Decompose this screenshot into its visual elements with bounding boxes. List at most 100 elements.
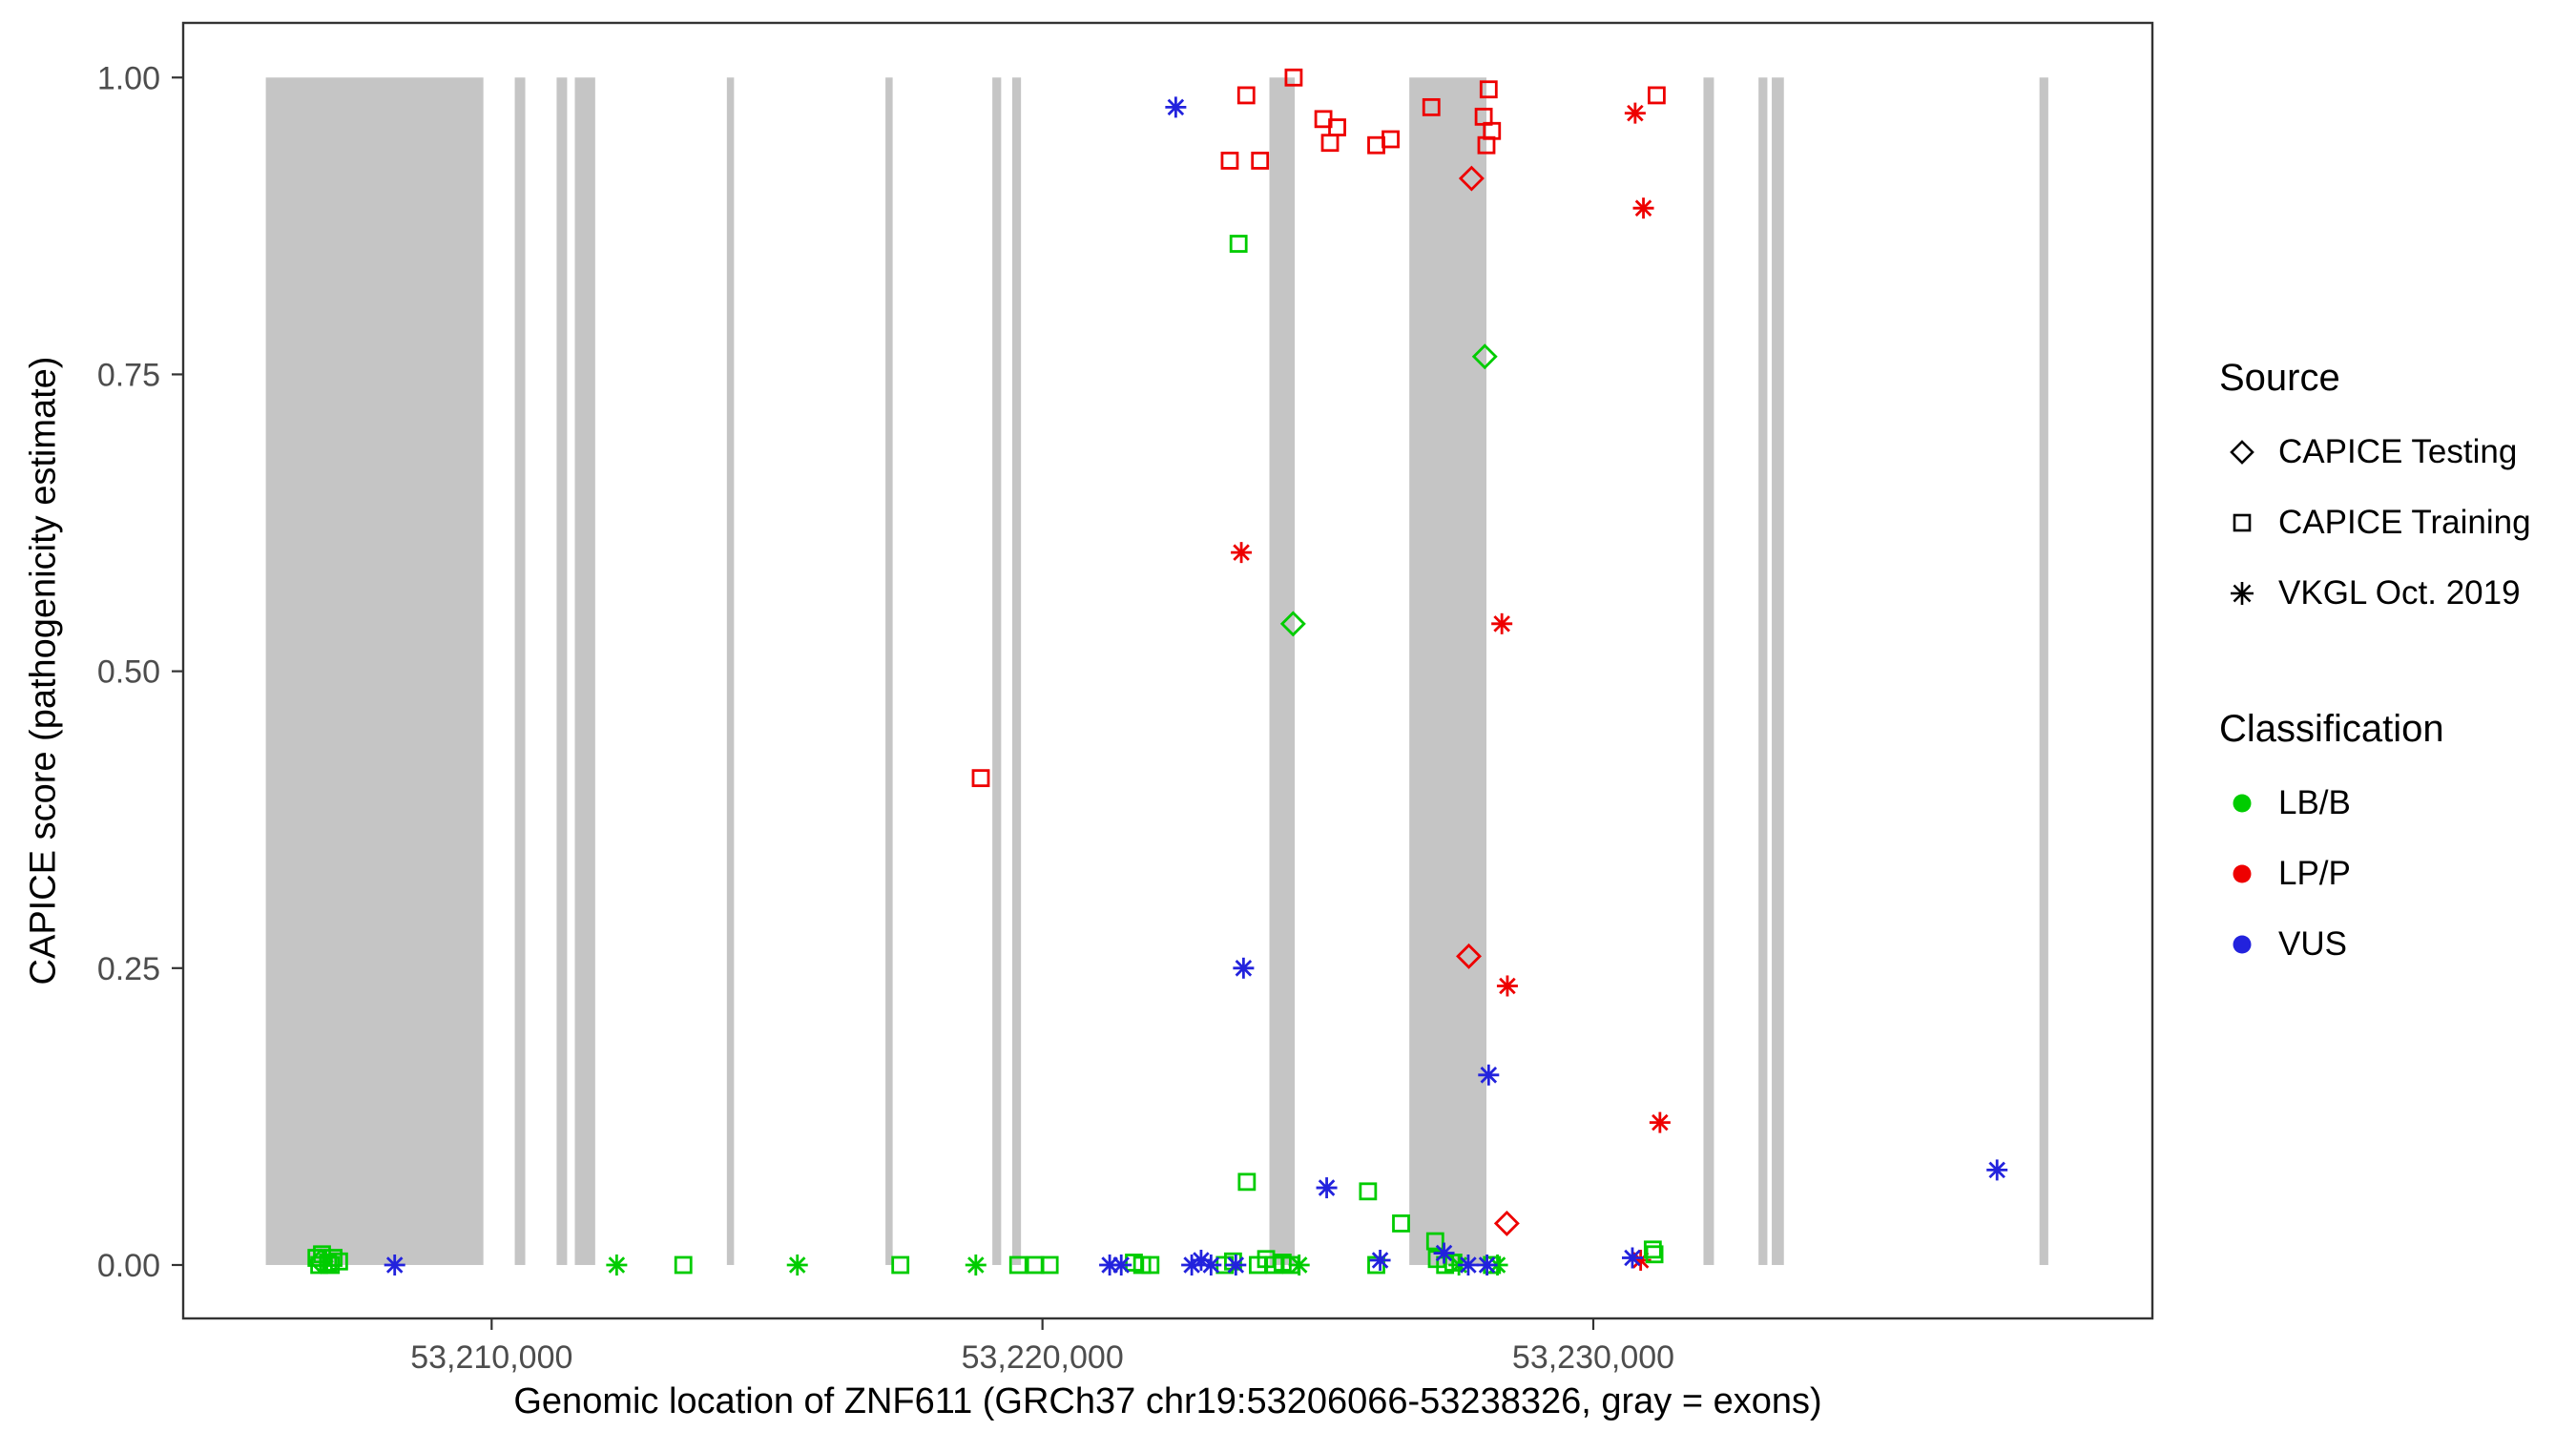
exon-band (1409, 77, 1486, 1265)
square-icon (2233, 513, 2252, 532)
data-point (1621, 1247, 1643, 1269)
legend-item-label: VUS (2278, 925, 2347, 963)
data-point (1229, 235, 1248, 253)
data-point (965, 1254, 987, 1275)
data-point (1237, 1172, 1257, 1192)
legend-item-label: LB/B (2278, 784, 2351, 821)
exon-band (2039, 77, 2048, 1265)
legend-item-label: LP/P (2278, 855, 2351, 892)
data-point (1471, 343, 1498, 370)
data-point (1457, 1254, 1479, 1275)
data-point (1233, 957, 1255, 979)
data-point (1491, 612, 1513, 634)
data-point (1316, 1177, 1338, 1199)
exon-band (514, 77, 526, 1265)
x-tick-label: 53,210,000 (410, 1339, 572, 1376)
data-point (1220, 151, 1239, 170)
data-point (1643, 1240, 1662, 1259)
exon-band (1269, 77, 1296, 1265)
legend-item-label: CAPICE Testing (2278, 433, 2518, 470)
data-point (1225, 1254, 1247, 1275)
exon-band (885, 77, 893, 1265)
legend-item-label: VKGL Oct. 2019 (2278, 574, 2521, 612)
data-point (1141, 1255, 1160, 1275)
data-point (606, 1254, 628, 1275)
lbb-dot-icon (2233, 794, 2252, 813)
lpp-dot-icon (2233, 864, 2252, 883)
data-point (1236, 86, 1256, 105)
x-tick-label: 53,220,000 (962, 1339, 1124, 1376)
exon-bands (265, 77, 2048, 1265)
data-point (1165, 96, 1187, 118)
y-tick-label: 0.75 (97, 357, 160, 393)
data-point (1425, 1232, 1444, 1251)
data-point (1040, 1255, 1059, 1275)
legend-item-lpp: LP/P (2219, 851, 2351, 897)
vus-dot-icon (2233, 935, 2252, 954)
legend-item-vus: VUS (2219, 922, 2347, 967)
legend-classification-title: Classification (2219, 708, 2444, 750)
y-axis-title: CAPICE score (pathogenicity estimate) (23, 356, 64, 985)
data-point (1284, 68, 1303, 87)
data-point (1649, 1111, 1671, 1133)
data-point (1456, 943, 1482, 969)
data-point (1647, 86, 1666, 105)
data-point (1369, 1250, 1391, 1272)
data-point (1458, 165, 1485, 192)
legend-item-label: CAPICE Training (2278, 504, 2531, 541)
y-tick-label: 0.25 (97, 951, 160, 987)
data-point (674, 1255, 693, 1275)
legend-item-capice-testing: CAPICE Testing (2219, 429, 2517, 475)
data-point (1008, 1255, 1028, 1275)
y-tick-label: 0.00 (97, 1248, 160, 1284)
data-point (971, 769, 990, 788)
exon-band (1703, 77, 1714, 1265)
legend-source-title: Source (2219, 357, 2340, 399)
asterisk-icon (2231, 582, 2254, 605)
data-point (1645, 1245, 1664, 1264)
data-point (1288, 1254, 1310, 1275)
exon-band (992, 77, 1002, 1265)
data-point (1251, 151, 1270, 170)
data-point (1026, 1255, 1045, 1275)
data-point (1200, 1254, 1222, 1275)
data-point (1320, 134, 1340, 153)
exon-band (726, 77, 735, 1265)
exon-band (574, 77, 595, 1265)
data-point (1231, 542, 1253, 564)
exon-band (1758, 77, 1768, 1265)
diamond-icon (2230, 440, 2254, 465)
data-point (384, 1254, 405, 1275)
exon-band (1772, 77, 1784, 1265)
legend-item-vkgl: VKGL Oct. 2019 (2219, 570, 2521, 616)
x-tick-label: 53,230,000 (1512, 1339, 1674, 1376)
data-point (1476, 1254, 1498, 1275)
data-point (1359, 1182, 1378, 1201)
data-point (1493, 1210, 1520, 1236)
data-point (307, 1248, 334, 1275)
data-point (1624, 102, 1646, 124)
y-tick-label: 0.50 (97, 654, 160, 691)
y-tick-label: 1.00 (97, 60, 160, 96)
data-point (1986, 1159, 2008, 1181)
data-point (1496, 975, 1518, 997)
data-point (1479, 80, 1498, 99)
exon-band (1011, 77, 1022, 1265)
data-point (1422, 97, 1441, 116)
data-point (891, 1255, 910, 1275)
legend-item-capice-training: CAPICE Training (2219, 500, 2531, 546)
data-point (1477, 135, 1496, 155)
data-point (1367, 135, 1385, 155)
data-point (1381, 130, 1400, 149)
data-point (786, 1254, 808, 1275)
legend-item-lbb: LB/B (2219, 780, 2351, 826)
data-point (1111, 1254, 1132, 1275)
data-point (1392, 1214, 1410, 1233)
data-point (1433, 1242, 1455, 1264)
exon-band (556, 77, 568, 1265)
data-point (1632, 197, 1654, 219)
data-points (307, 68, 2008, 1275)
exon-band (265, 77, 484, 1265)
